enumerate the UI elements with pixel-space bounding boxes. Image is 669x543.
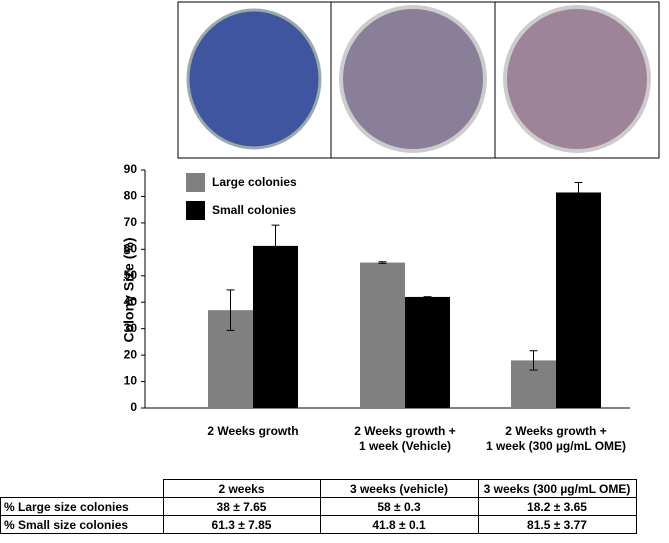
header-cell: 2 weeks (162, 479, 321, 498)
cell: 18.2 ± 3.65 (477, 497, 637, 516)
x-tick-label: 1 week (Vehicle) (359, 439, 451, 453)
dish (186, 8, 322, 150)
data-table: 2 weeks 3 weeks (vehicle) 3 weeks (300 µ… (0, 479, 637, 534)
y-tick-label: 70 (124, 215, 138, 229)
bar (253, 245, 298, 408)
error-bar (529, 350, 538, 371)
error-bar (423, 296, 432, 298)
cell: 58 ± 0.3 (319, 497, 479, 516)
x-tick-label: 2 Weeks growth (207, 424, 298, 438)
cell: 41.8 ± 0.1 (319, 515, 479, 534)
y-tick-label: 80 (124, 189, 138, 203)
y-tick-label: 60 (124, 242, 138, 256)
figure: Colony Size (%) 0 10 20 30 40 50 60 70 80 90 2 Wee… (121, 1, 660, 453)
bar (405, 296, 450, 408)
legend-label: Large colonies (212, 175, 297, 189)
cell: 61.3 ± 7.85 (162, 515, 321, 534)
x-tick-label: 2 Weeks growth + (354, 424, 455, 438)
y-tick-label: 30 (124, 321, 138, 335)
dish-panels (177, 1, 660, 159)
legend-label: Small colonies (212, 203, 296, 217)
header-cell: 3 weeks (vehicle) (319, 479, 479, 498)
x-tick-label: 1 week (300 µg/mL OME) (486, 439, 626, 453)
cell: 81.5 ± 3.77 (477, 515, 637, 534)
y-axis-label: Colony Size (%) (121, 237, 137, 342)
y-tick-label: 10 (124, 374, 138, 388)
row-header: % Small size colonies (0, 515, 164, 534)
error-bar (378, 261, 387, 264)
x-tick-label: 2 Weeks growth + (505, 424, 606, 438)
y-tick-label: 0 (130, 400, 137, 414)
y-tick-label: 20 (124, 347, 138, 361)
y-tick-label: 50 (124, 268, 138, 282)
dish (339, 5, 487, 153)
bar (556, 192, 601, 408)
legend-swatch (186, 201, 205, 220)
bar (360, 262, 405, 408)
y-tick-label: 40 (124, 294, 138, 308)
error-bar (271, 224, 280, 268)
row-header: % Large size colonies (0, 497, 164, 516)
blank-cell (0, 479, 164, 498)
cell: 38 ± 7.65 (162, 497, 321, 516)
header-cell: 3 weeks (300 µg/mL OME) (477, 479, 637, 498)
y-tick-label: 90 (124, 162, 138, 176)
legend-swatch (186, 173, 205, 192)
error-bar (226, 289, 235, 331)
dish (503, 5, 651, 153)
error-bar (574, 182, 583, 203)
